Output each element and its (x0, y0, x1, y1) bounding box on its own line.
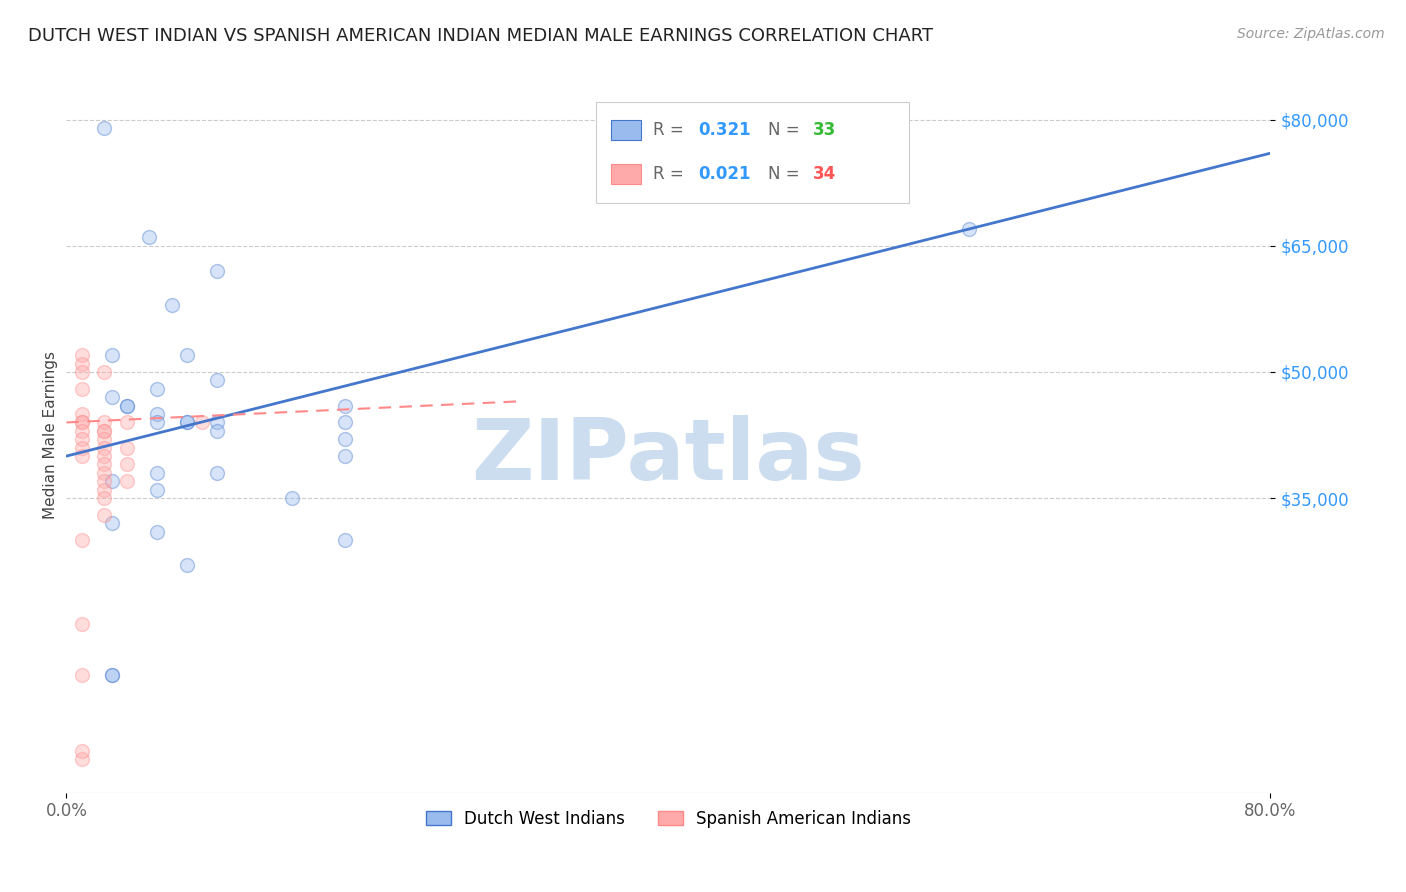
Point (115, 399, 138, 413)
Point (115, 441, 138, 455)
Point (115, 458, 138, 472)
Point (93, 449, 115, 463)
Point (205, 466, 228, 480)
Point (93, 416, 115, 430)
Text: ZIPatlas: ZIPatlas (471, 415, 865, 498)
Point (145, 483, 167, 497)
Point (93, 491, 115, 505)
Point (93, 441, 115, 455)
Point (205, 416, 228, 430)
Bar (610, 164, 641, 184)
Point (333, 416, 356, 430)
Point (70, 416, 93, 430)
Point (100, 348, 122, 362)
Point (115, 399, 138, 413)
Point (205, 373, 228, 387)
Point (70, 416, 93, 430)
Text: N =: N = (769, 120, 806, 138)
Text: R =: R = (652, 120, 689, 138)
Point (70, 441, 93, 455)
Point (333, 449, 356, 463)
Text: Source: ZipAtlas.com: Source: ZipAtlas.com (1237, 27, 1385, 41)
Point (176, 416, 198, 430)
Point (93, 120, 115, 135)
Point (145, 466, 167, 480)
Point (93, 432, 115, 446)
Bar (596, 103, 910, 202)
Point (93, 365, 115, 379)
Point (100, 390, 122, 404)
Point (959, 222, 981, 236)
Point (93, 483, 115, 497)
Point (70, 668, 93, 682)
Point (160, 298, 183, 312)
Point (93, 458, 115, 472)
Point (70, 407, 93, 421)
Legend: Dutch West Indians, Spanish American Indians: Dutch West Indians, Spanish American Ind… (419, 803, 918, 834)
Point (176, 558, 198, 573)
Point (93, 424, 115, 438)
Point (333, 399, 356, 413)
Bar (610, 120, 641, 140)
Point (176, 416, 198, 430)
Point (70, 365, 93, 379)
Point (138, 230, 160, 244)
Text: 0.321: 0.321 (699, 120, 751, 138)
Point (281, 491, 304, 505)
Point (100, 668, 122, 682)
Point (70, 382, 93, 396)
Point (93, 475, 115, 489)
Text: N =: N = (769, 165, 806, 183)
Point (333, 432, 356, 446)
Y-axis label: Median Male Earnings: Median Male Earnings (44, 351, 58, 519)
Point (205, 424, 228, 438)
Text: R =: R = (652, 165, 689, 183)
Point (115, 416, 138, 430)
Point (70, 432, 93, 446)
Point (93, 508, 115, 522)
Point (205, 264, 228, 278)
Point (93, 466, 115, 480)
Point (100, 668, 122, 682)
Text: DUTCH WEST INDIAN VS SPANISH AMERICAN INDIAN MEDIAN MALE EARNINGS CORRELATION CH: DUTCH WEST INDIAN VS SPANISH AMERICAN IN… (28, 27, 934, 45)
Point (333, 533, 356, 548)
Point (70, 357, 93, 371)
Point (70, 752, 93, 766)
Text: 34: 34 (813, 165, 837, 183)
Point (70, 424, 93, 438)
Point (191, 416, 214, 430)
Text: 0.021: 0.021 (699, 165, 751, 183)
Point (115, 475, 138, 489)
Point (70, 617, 93, 632)
Point (70, 348, 93, 362)
Point (100, 516, 122, 531)
Point (70, 449, 93, 463)
Point (176, 348, 198, 362)
Point (145, 524, 167, 539)
Point (100, 475, 122, 489)
Point (93, 424, 115, 438)
Text: 33: 33 (813, 120, 837, 138)
Point (70, 743, 93, 757)
Point (145, 407, 167, 421)
Point (70, 533, 93, 548)
Point (145, 382, 167, 396)
Point (145, 416, 167, 430)
